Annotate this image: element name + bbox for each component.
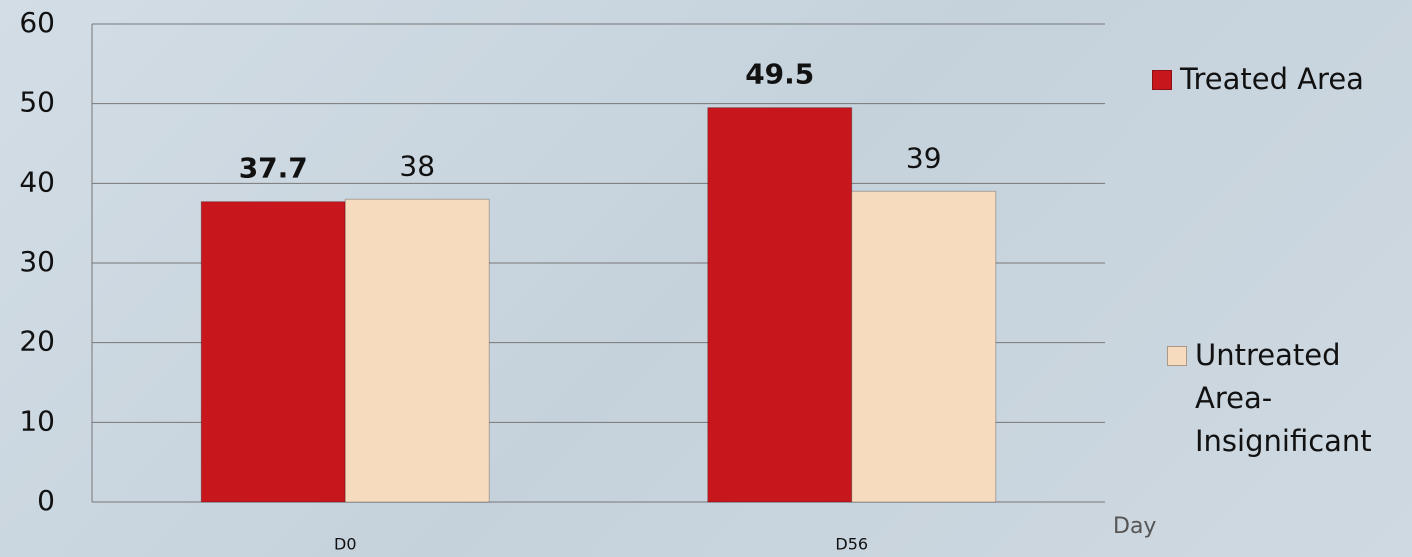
bar [707,107,853,503]
legend-swatch [1152,70,1172,90]
y-tick-label: 60 [19,6,55,39]
legend-item: Treated Area [1152,58,1412,101]
y-tick-label: 40 [19,165,55,198]
y-tick-label: 0 [37,484,55,517]
y-tick-label: 50 [19,86,55,119]
bar [851,190,997,503]
legend-item: Untreated Area-Insignificant [1167,334,1395,463]
legend-label: Treated Area [1180,62,1364,96]
data-label: 37.7 [239,152,308,185]
bar [344,198,490,503]
data-label: 39 [906,141,942,174]
legend-label: Untreated Area-Insignificant [1195,338,1372,458]
x-axis-label: Day [1113,514,1156,539]
x-tick-label: D0 [334,535,357,554]
y-tick-label: 30 [19,245,55,278]
legend-swatch [1167,346,1187,366]
x-tick-label: D56 [835,535,868,554]
y-tick-label: 10 [19,404,55,437]
data-label: 38 [399,149,435,182]
data-label: 49.5 [745,58,814,91]
y-tick-label: 20 [19,325,55,358]
bar [200,201,346,503]
